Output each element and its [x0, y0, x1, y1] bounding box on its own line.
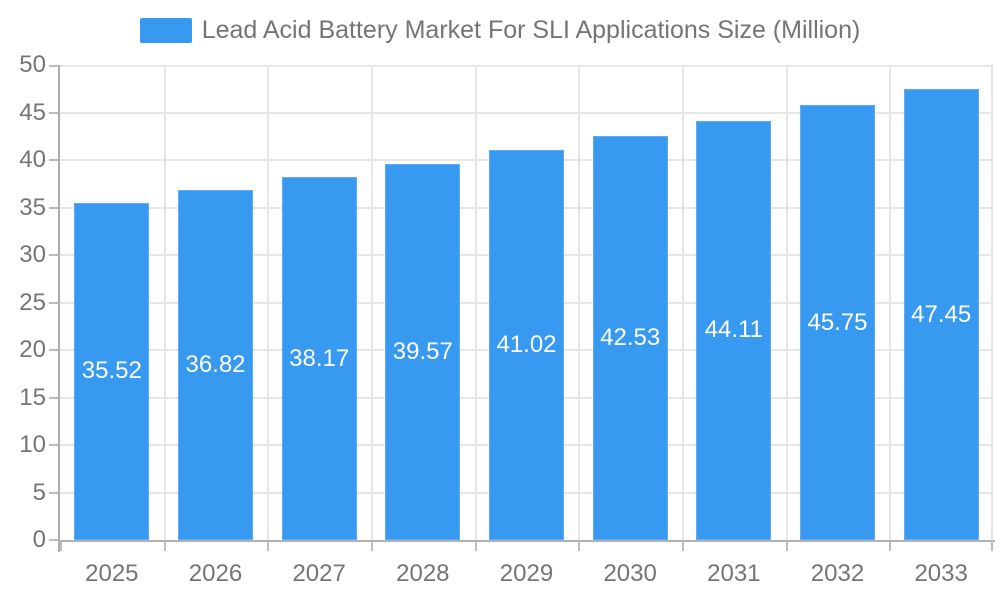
gridline-v [991, 65, 993, 540]
x-axis-label: 2032 [810, 560, 865, 587]
y-axis-tick [49, 491, 58, 494]
y-axis-label: 5 [32, 478, 46, 506]
x-axis-tick [991, 542, 993, 551]
bar-value-label: 42.53 [600, 323, 661, 351]
gridline-v [267, 65, 270, 540]
bar-2028[interactable]: 39.57 [385, 164, 461, 540]
y-axis-line [58, 65, 60, 552]
gridline-v [163, 65, 166, 540]
legend: Lead Acid Battery Market For SLI Applica… [0, 16, 1000, 45]
x-axis-tick [60, 542, 62, 551]
y-axis-label: 20 [19, 336, 46, 363]
bar-value-label: 35.52 [81, 357, 142, 385]
y-axis-label: 50 [19, 51, 46, 78]
bar-2027[interactable]: 38.17 [281, 177, 357, 540]
bar-value-label: 45.75 [807, 308, 868, 336]
y-axis-tick [49, 444, 58, 446]
gridline-v [578, 65, 581, 540]
gridline-h [60, 111, 993, 114]
y-axis-tick [49, 206, 58, 209]
x-axis-label: 2027 [292, 560, 346, 587]
x-axis-tick [785, 542, 788, 551]
bar-2025[interactable]: 35.52 [74, 202, 150, 540]
x-axis-tick [163, 542, 166, 551]
bar-value-label: 47.45 [911, 300, 972, 328]
gridline-v [371, 65, 373, 540]
y-axis-tick [49, 301, 58, 304]
gridline-v [682, 65, 684, 540]
bar-2031[interactable]: 44.11 [696, 120, 772, 540]
bar-value-label: 36.82 [185, 351, 246, 379]
x-axis-label: 2028 [396, 560, 450, 587]
bar-2030[interactable]: 42.53 [592, 135, 668, 540]
y-axis-label: 40 [19, 146, 46, 173]
y-axis-label: 30 [19, 241, 46, 268]
x-axis-tick [682, 542, 684, 551]
bar-value-label: 38.17 [289, 344, 350, 372]
y-axis-tick [49, 349, 58, 351]
y-axis-tick [49, 111, 58, 114]
x-axis-label: 2033 [914, 560, 968, 587]
bar-2026[interactable]: 36.82 [178, 190, 253, 540]
x-axis-tick [267, 542, 270, 551]
y-axis-tick [49, 65, 58, 67]
bar-value-label: 39.57 [392, 338, 453, 366]
x-axis-tick [474, 542, 477, 551]
x-axis-line [58, 540, 995, 542]
y-axis-tick [49, 539, 58, 541]
x-axis-label: 2026 [188, 560, 243, 587]
x-axis-tick [371, 542, 373, 551]
y-axis-label: 35 [19, 193, 46, 221]
x-axis-label: 2025 [85, 560, 139, 587]
bar-2029[interactable]: 41.02 [489, 150, 564, 540]
bar-2032[interactable]: 45.75 [800, 105, 875, 540]
y-axis-label: 10 [19, 431, 46, 458]
plot-area: 2025 2026 2027 2028 2029 2030 2031 2032 2033 35.5… [49, 65, 995, 587]
legend-swatch[interactable] [139, 18, 192, 43]
gridline-v [889, 65, 892, 540]
bar-value-label: 44.11 [704, 316, 763, 344]
y-axis-tick [49, 396, 58, 399]
y-axis-label: 0 [32, 526, 46, 553]
x-axis-label: 2029 [499, 560, 554, 587]
y-axis-tick [49, 159, 58, 161]
bar-value-label: 41.02 [496, 331, 557, 359]
x-axis-label: 2030 [603, 560, 657, 587]
gridline-v [785, 65, 788, 540]
y-axis-label: 45 [19, 98, 46, 126]
x-axis-tick [889, 542, 892, 551]
x-axis-tick [578, 542, 581, 551]
y-axis-tick [49, 254, 58, 256]
gridline-v [474, 65, 477, 540]
y-axis-label: 25 [19, 288, 46, 316]
bar-2033[interactable]: 47.45 [903, 89, 979, 540]
y-axis-label: 15 [19, 383, 46, 411]
x-axis-label: 2031 [707, 560, 761, 587]
gridline-h [60, 65, 993, 67]
legend-label[interactable]: Lead Acid Battery Market For SLI Applica… [201, 16, 861, 44]
